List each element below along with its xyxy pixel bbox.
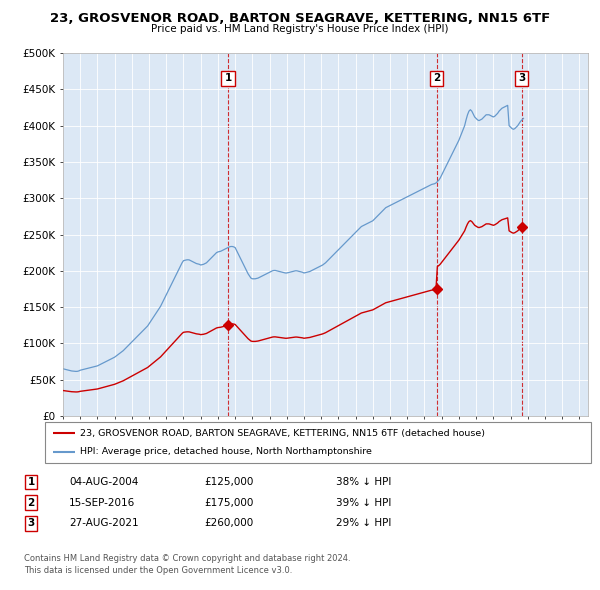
Text: 27-AUG-2021: 27-AUG-2021: [69, 519, 139, 528]
FancyBboxPatch shape: [45, 422, 591, 463]
Text: 38% ↓ HPI: 38% ↓ HPI: [336, 477, 391, 487]
Text: 1: 1: [28, 477, 35, 487]
Text: Price paid vs. HM Land Registry's House Price Index (HPI): Price paid vs. HM Land Registry's House …: [151, 24, 449, 34]
Text: £175,000: £175,000: [204, 498, 253, 507]
Text: This data is licensed under the Open Government Licence v3.0.: This data is licensed under the Open Gov…: [24, 566, 292, 575]
Text: 2: 2: [433, 74, 440, 84]
Text: £260,000: £260,000: [204, 519, 253, 528]
Text: 3: 3: [28, 519, 35, 528]
Text: 23, GROSVENOR ROAD, BARTON SEAGRAVE, KETTERING, NN15 6TF (detached house): 23, GROSVENOR ROAD, BARTON SEAGRAVE, KET…: [80, 428, 485, 438]
Text: 15-SEP-2016: 15-SEP-2016: [69, 498, 135, 507]
Text: 04-AUG-2004: 04-AUG-2004: [69, 477, 139, 487]
Text: 3: 3: [518, 74, 526, 84]
Text: £125,000: £125,000: [204, 477, 253, 487]
Text: 2: 2: [28, 498, 35, 507]
Text: Contains HM Land Registry data © Crown copyright and database right 2024.: Contains HM Land Registry data © Crown c…: [24, 555, 350, 563]
Text: 1: 1: [224, 74, 232, 84]
Text: 39% ↓ HPI: 39% ↓ HPI: [336, 498, 391, 507]
Text: 23, GROSVENOR ROAD, BARTON SEAGRAVE, KETTERING, NN15 6TF: 23, GROSVENOR ROAD, BARTON SEAGRAVE, KET…: [50, 12, 550, 25]
Text: HPI: Average price, detached house, North Northamptonshire: HPI: Average price, detached house, Nort…: [80, 447, 373, 457]
Text: 29% ↓ HPI: 29% ↓ HPI: [336, 519, 391, 528]
